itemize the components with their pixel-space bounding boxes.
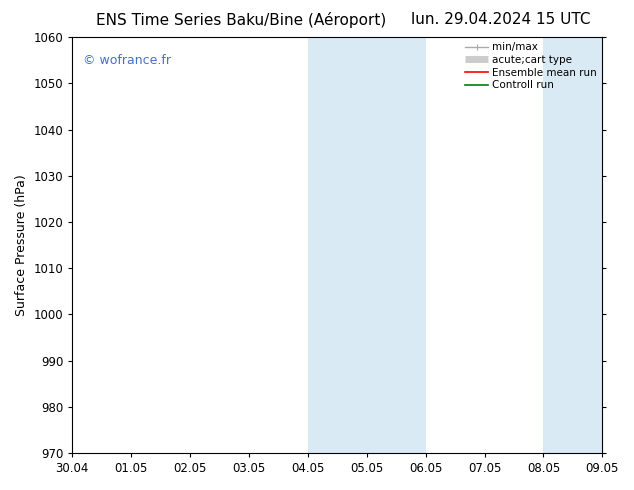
Bar	[366, 37, 425, 453]
Legend: min/max, acute;cart type, Ensemble mean run, Controll run: min/max, acute;cart type, Ensemble mean …	[463, 40, 599, 92]
Text: © wofrance.fr: © wofrance.fr	[83, 54, 171, 67]
Text: lun. 29.04.2024 15 UTC: lun. 29.04.2024 15 UTC	[411, 12, 591, 27]
Bar	[543, 37, 602, 453]
Bar	[308, 37, 366, 453]
Y-axis label: Surface Pressure (hPa): Surface Pressure (hPa)	[15, 174, 28, 316]
Text: ENS Time Series Baku/Bine (Aéroport): ENS Time Series Baku/Bine (Aéroport)	[96, 12, 386, 28]
